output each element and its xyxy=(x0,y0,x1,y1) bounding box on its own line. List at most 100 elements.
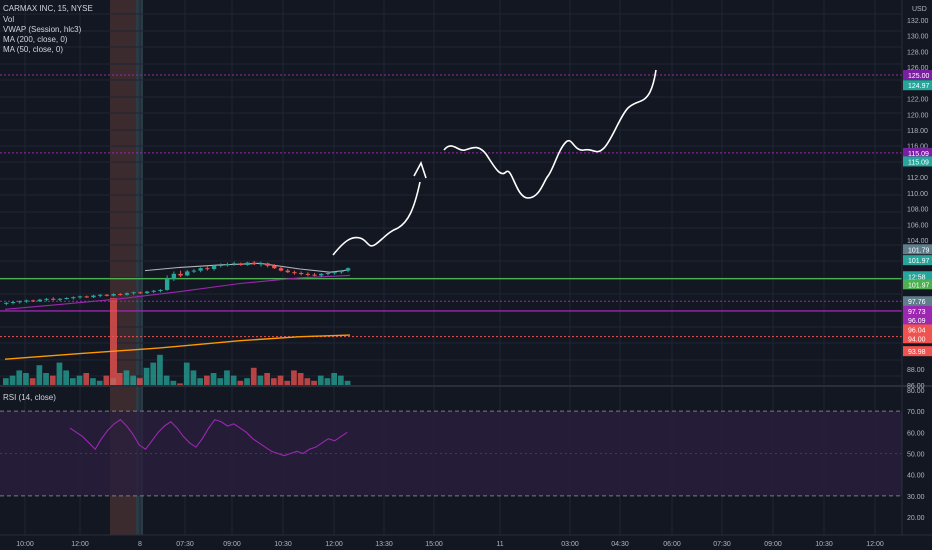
time-tick-label: 12:00 xyxy=(325,541,343,548)
volume-bar xyxy=(130,375,136,386)
candle-body xyxy=(77,296,83,298)
time-tick-label: 13:30 xyxy=(375,541,393,548)
candle-body xyxy=(144,291,150,294)
candle-body xyxy=(104,294,110,296)
line-vwap[interactable] xyxy=(144,262,351,273)
price-badge xyxy=(903,70,932,80)
volume-bar xyxy=(177,383,183,386)
price-badge-label: 96.09 xyxy=(908,318,926,325)
candle-body xyxy=(332,272,337,274)
time-tick-label: 11 xyxy=(496,541,503,548)
volume-bar xyxy=(96,380,103,386)
candle-body xyxy=(97,294,103,296)
volume-bar xyxy=(331,373,337,386)
price-badge-label: 93.98 xyxy=(908,349,926,356)
drawing-projection-arrow[interactable] xyxy=(332,181,421,256)
candle-body xyxy=(231,263,237,265)
volume-bar xyxy=(83,373,90,386)
volume-bar xyxy=(163,375,170,386)
time-axis[interactable]: 10:00 12:00 8 07:30 09:00 10:30 12:00 13:30 15:0… xyxy=(16,541,884,548)
candle-body xyxy=(312,274,317,276)
legend-ma200[interactable]: MA (200, close, 0) xyxy=(3,35,68,44)
rsi-axis[interactable]: 80.00 70.00 60.00 50.00 40.00 30.00 20.00 xyxy=(907,388,925,522)
volume-bar xyxy=(23,373,29,386)
time-tick-label: 06:00 xyxy=(663,541,681,548)
volume-bar xyxy=(157,354,163,386)
price-badge-label: 94.00 xyxy=(908,336,926,343)
price-badge xyxy=(903,305,932,316)
candle-body xyxy=(178,273,183,276)
price-badge xyxy=(903,271,932,282)
price-badge-label: 101.97 xyxy=(908,282,930,289)
price-tick-label: 120.00 xyxy=(907,112,929,119)
volume-bar xyxy=(291,370,297,386)
price-tick-label: 118.00 xyxy=(907,128,928,135)
volume-bar xyxy=(190,370,197,386)
time-tick-label: 09:00 xyxy=(223,541,241,548)
drawing-arrow-head[interactable] xyxy=(413,160,427,179)
price-tick-label: 126.00 xyxy=(907,65,929,72)
rsi-tick-label: 40.00 xyxy=(907,473,925,480)
price-tick-label: 108.00 xyxy=(907,207,929,214)
legend-vol[interactable]: Vol xyxy=(3,15,14,24)
candle-body xyxy=(151,290,156,292)
volume-bar xyxy=(277,375,284,386)
volume-bar xyxy=(43,373,49,386)
price-tick-label: 112.00 xyxy=(907,175,928,182)
price-axis[interactable]: 132.00 130.00 128.00 126.00 122.00 120.00 118.… xyxy=(907,18,929,390)
legend-rsi[interactable]: RSI (14, close) xyxy=(3,393,56,402)
volume-bar xyxy=(56,362,63,386)
candle-body xyxy=(171,273,177,279)
volume-bar xyxy=(217,378,224,386)
volume-bar xyxy=(29,378,36,386)
volume-bar xyxy=(63,370,69,386)
volume-bar xyxy=(137,378,143,386)
candle-body xyxy=(17,301,22,303)
legend-ma50[interactable]: MA (50, close, 0) xyxy=(3,45,63,54)
volume-bar xyxy=(90,378,96,386)
candle-body xyxy=(345,268,351,271)
volume-bar xyxy=(170,380,177,386)
candle-body xyxy=(51,298,56,300)
candle-body xyxy=(10,302,16,304)
volume-bar xyxy=(264,373,270,386)
time-tick-label: 8 xyxy=(138,541,142,548)
candle-body xyxy=(305,273,311,275)
volume-bar xyxy=(257,375,264,386)
price-tick-label: 128.00 xyxy=(907,49,929,56)
volume-bar xyxy=(210,373,217,386)
candle-body xyxy=(64,298,69,299)
volume-bar-spike xyxy=(110,298,117,386)
drawing-projection-wave[interactable] xyxy=(443,69,657,199)
candle-body xyxy=(111,293,116,296)
price-tick-label: 116.00 xyxy=(907,144,928,151)
price-tick-label: 104.00 xyxy=(907,238,929,245)
price-badge-label: 101.97 xyxy=(908,258,930,265)
candle-body xyxy=(37,299,43,302)
legend-vwap[interactable]: VWAP (Session, hlc3) xyxy=(3,25,82,34)
candle-body xyxy=(71,297,76,299)
time-tick-label: 07:30 xyxy=(176,541,194,548)
line-ma200[interactable] xyxy=(4,334,351,360)
candle-body xyxy=(205,268,210,270)
candle-body xyxy=(245,262,250,265)
time-tick-label: 15:00 xyxy=(425,541,443,548)
line-ma50[interactable] xyxy=(4,274,351,310)
candle-body xyxy=(138,292,143,294)
rsi-tick-label: 80.00 xyxy=(907,388,925,395)
price-badges: 125.00124.97115.09115.09101.79101.9712:5… xyxy=(903,70,932,357)
price-badge xyxy=(903,324,932,335)
rsi-band xyxy=(0,410,902,497)
legend-symbol[interactable]: CARMAX INC, 15, NYSE xyxy=(3,4,93,13)
candle-body xyxy=(30,300,36,302)
volume-bar xyxy=(317,375,324,386)
price-badge-label: 97.76 xyxy=(908,299,926,306)
volume-bar xyxy=(183,362,190,386)
price-tick-label: 122.00 xyxy=(907,97,929,104)
volume-bar xyxy=(250,367,257,386)
price-tick-label: 86.00 xyxy=(907,383,925,390)
price-badge xyxy=(903,279,932,290)
candle-body xyxy=(292,272,297,274)
rsi-tick-label: 50.00 xyxy=(907,452,925,459)
